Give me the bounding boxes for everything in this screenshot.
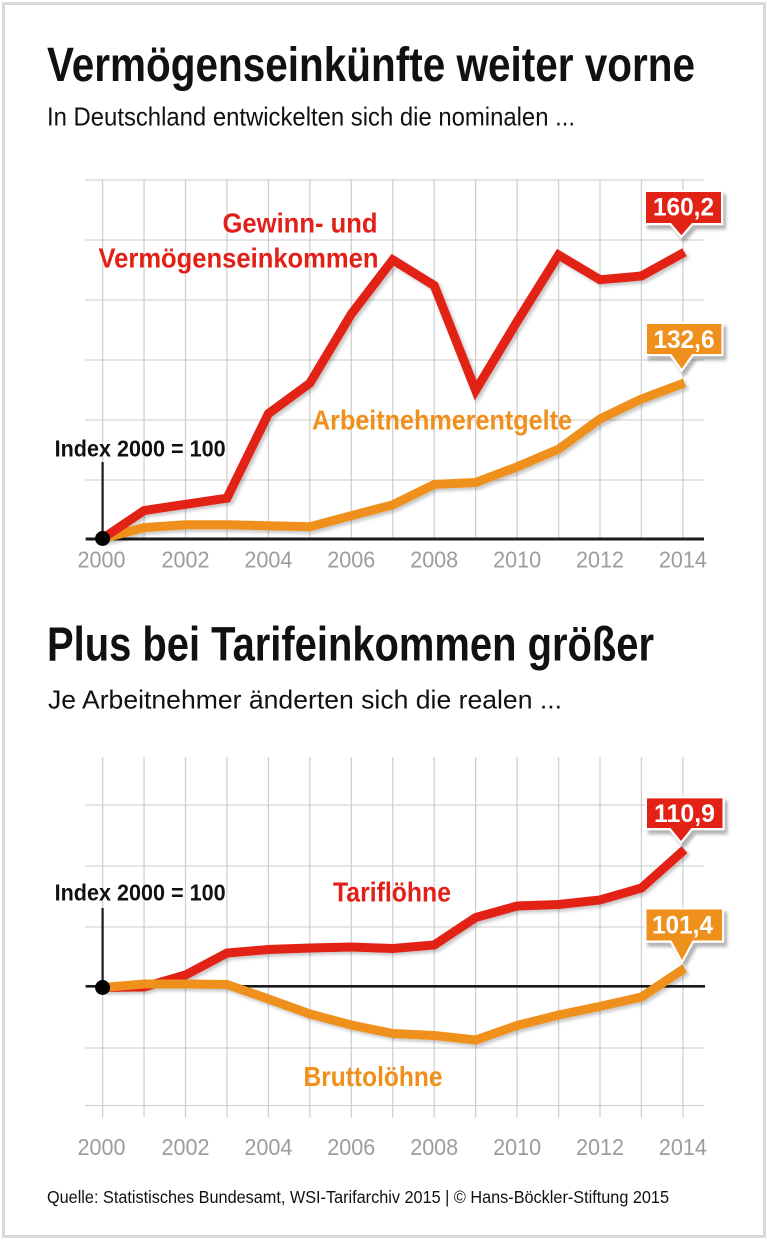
svg-text:Plus bei Tarifeinkommen größer: Plus bei Tarifeinkommen größer [47, 619, 654, 672]
svg-text:Vermögenseinkünfte weiter vorn: Vermögenseinkünfte weiter vorne [47, 39, 695, 92]
svg-text:2002: 2002 [162, 1134, 210, 1160]
svg-text:Je Arbeitnehmer änderten sich: Je Arbeitnehmer änderten sich die realen… [48, 685, 562, 715]
svg-text:2000: 2000 [78, 547, 126, 573]
svg-text:2004: 2004 [244, 547, 292, 573]
svg-text:101,4: 101,4 [652, 912, 713, 940]
svg-text:2004: 2004 [244, 1134, 292, 1160]
svg-text:2010: 2010 [493, 1134, 541, 1160]
svg-text:Index 2000 = 100: Index 2000 = 100 [55, 436, 226, 462]
svg-text:160,2: 160,2 [653, 194, 714, 222]
svg-text:2012: 2012 [576, 1134, 624, 1160]
svg-text:2014: 2014 [659, 1134, 707, 1160]
svg-text:2008: 2008 [410, 547, 458, 573]
svg-text:2008: 2008 [410, 1134, 458, 1160]
svg-text:Tariflöhne: Tariflöhne [333, 877, 451, 908]
svg-text:132,6: 132,6 [654, 326, 715, 354]
svg-text:Vermögenseinkommen: Vermögenseinkommen [99, 243, 379, 274]
svg-text:2014: 2014 [659, 547, 707, 573]
svg-text:2006: 2006 [327, 547, 375, 573]
svg-text:Index 2000 = 100: Index 2000 = 100 [55, 880, 226, 906]
svg-text:2010: 2010 [493, 547, 541, 573]
svg-text:Bruttolöhne: Bruttolöhne [304, 1061, 443, 1092]
svg-text:Arbeitnehmerentgelte: Arbeitnehmerentgelte [312, 405, 572, 436]
svg-text:In Deutschland entwickelten si: In Deutschland entwickelten sich die nom… [47, 102, 575, 132]
svg-text:2002: 2002 [162, 547, 210, 573]
svg-text:2012: 2012 [576, 547, 624, 573]
svg-text:2006: 2006 [327, 1134, 375, 1160]
svg-text:2000: 2000 [78, 1134, 126, 1160]
svg-text:110,9: 110,9 [654, 800, 715, 828]
svg-text:Gewinn- und: Gewinn- und [223, 208, 378, 239]
svg-text:Quelle: Statistisches Bundesam: Quelle: Statistisches Bundesamt, WSI-Tar… [47, 1187, 669, 1207]
